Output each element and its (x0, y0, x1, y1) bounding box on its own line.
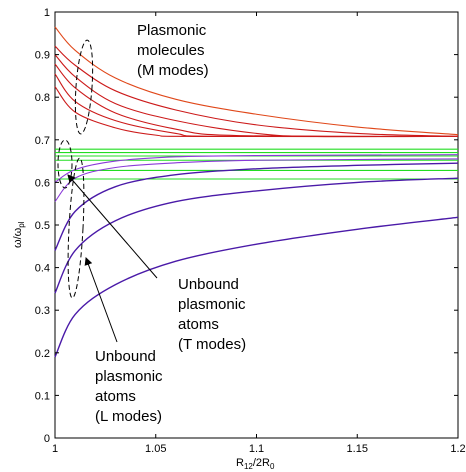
annotation-t-line-4: (T modes) (178, 336, 246, 353)
t-modes-ellipse (57, 139, 73, 189)
annotation-m-line-3: (M modes) (137, 62, 209, 79)
l-mode-line-3 (54, 162, 459, 251)
y-tick-label: 1 (44, 7, 50, 19)
annotation-t-line-3: atoms (178, 316, 219, 333)
y-tick-label: 0.4 (35, 263, 50, 275)
l-modes-ellipse (67, 157, 85, 299)
annotation-t-line-1: Unbound (178, 276, 239, 293)
l-mode-line-4 (54, 177, 459, 294)
x-tick-label: 1 (52, 443, 58, 455)
m-mode-line-2 (54, 45, 459, 137)
x-tick-label: 1.2 (450, 443, 465, 455)
tick-layer: 1 1.05 1.1 1.15 1.2 0 0.1 0.2 0.3 0.4 0.5 0.6 0.7 0.8… (35, 7, 466, 455)
x-axis-label-main: R (236, 457, 244, 469)
annotation-l-line-2: plasmonic (95, 368, 163, 385)
y-axis-label-main: ω/ω (12, 227, 24, 248)
annotation-t-line-2: plasmonic (178, 296, 246, 313)
x-axis-label-mid: /2R (253, 457, 270, 469)
y-tick-label: 0.2 (35, 348, 50, 360)
x-tick-label: 1.1 (249, 443, 264, 455)
y-axis-label: ω/ωpl (12, 221, 26, 248)
annotation-m-line-2: molecules (137, 42, 205, 59)
x-axis-label-sub2: 0 (270, 462, 275, 471)
t-modes-arrow (67, 174, 158, 279)
m-modes-ellipse (74, 39, 94, 135)
annotation-l-line-1: Unbound (95, 348, 156, 365)
y-tick-label: 0.3 (35, 305, 50, 317)
l-mode-line-5 (54, 216, 459, 358)
y-axis-label-sub: pl (17, 221, 26, 227)
x-tick-label: 1.15 (347, 443, 368, 455)
x-axis-label-sub1: 12 (244, 462, 253, 471)
y-tick-label: 0.1 (35, 390, 50, 402)
y-tick-label: 0.9 (35, 50, 50, 62)
annotation-m-modes: Plasmonic molecules (M modes) (137, 22, 210, 79)
y-tick-label: 0.5 (35, 220, 50, 232)
annotation-m-line-1: Plasmonic (137, 22, 207, 39)
y-tick-label: 0 (44, 433, 50, 445)
m-mode-line-1 (54, 26, 459, 136)
annotation-l-line-4: (L modes) (95, 408, 162, 425)
ellipse-group (57, 39, 94, 299)
y-tick-label: 0.6 (35, 177, 50, 189)
x-tick-label: 1.05 (145, 443, 166, 455)
x-axis-label: R12/2R0 (236, 457, 275, 471)
y-tick-label: 0.8 (35, 92, 50, 104)
y-tick-label: 0.7 (35, 135, 50, 147)
annotation-l-line-3: atoms (95, 388, 136, 405)
l-modes-arrow (84, 257, 118, 343)
annotation-t-modes: Unbound plasmonic atoms (T modes) (178, 276, 250, 353)
annotation-l-modes: Unbound plasmonic atoms (L modes) (95, 348, 167, 425)
